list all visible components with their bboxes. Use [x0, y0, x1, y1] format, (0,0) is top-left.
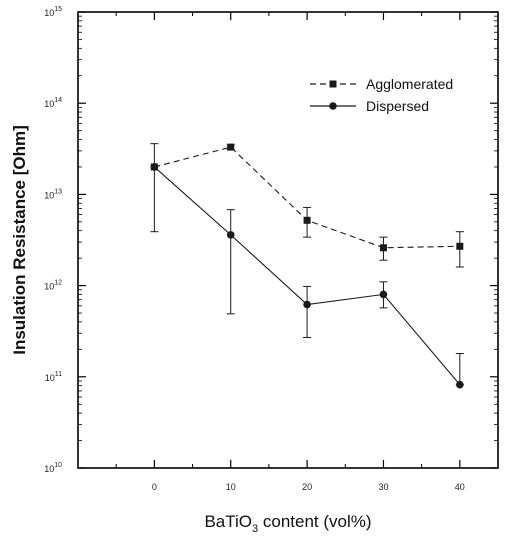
legend-item: Dispersed [310, 98, 429, 114]
y-axis-title: Insulation Resistance [Ohm] [10, 125, 29, 355]
data-point [150, 163, 159, 171]
x-axis-title: BaTiO3 content (vol%) [204, 512, 371, 535]
x-tick-label: 40 [455, 482, 465, 492]
y-tick-label: 1014 [44, 97, 62, 109]
data-point [456, 242, 464, 250]
x-tick-label: 10 [226, 482, 236, 492]
y-tick-label: 1012 [44, 280, 62, 292]
plot-area: 0 10 20 30 40 1010 1011 1012 1013 1014 1015 BaTiO3 … [10, 6, 499, 535]
x-tick-label: 30 [378, 482, 388, 492]
x-tick-label: 0 [152, 482, 157, 492]
y-tick-label: 1010 [44, 462, 62, 474]
series-dispersed [150, 143, 464, 389]
y-tick-label: 1013 [44, 188, 62, 200]
legend-marker [329, 102, 337, 110]
y-tick-label: 1015 [44, 6, 62, 18]
legend: Agglomerated Dispersed [310, 76, 453, 114]
legend-label: Agglomerated [366, 76, 453, 92]
data-point [379, 244, 387, 252]
x-tick-label: 20 [302, 482, 312, 492]
data-point [303, 216, 311, 224]
data-point [226, 231, 235, 239]
y-tick-label: 1011 [45, 371, 62, 383]
series-line [153, 166, 461, 386]
data-point [379, 290, 388, 299]
legend-label: Dispersed [366, 98, 429, 114]
data-point [303, 300, 311, 309]
data-point [227, 143, 235, 151]
plot-frame [77, 11, 499, 469]
data-point [456, 380, 464, 389]
legend-item: Agglomerated [310, 76, 453, 92]
legend-marker [329, 80, 337, 88]
